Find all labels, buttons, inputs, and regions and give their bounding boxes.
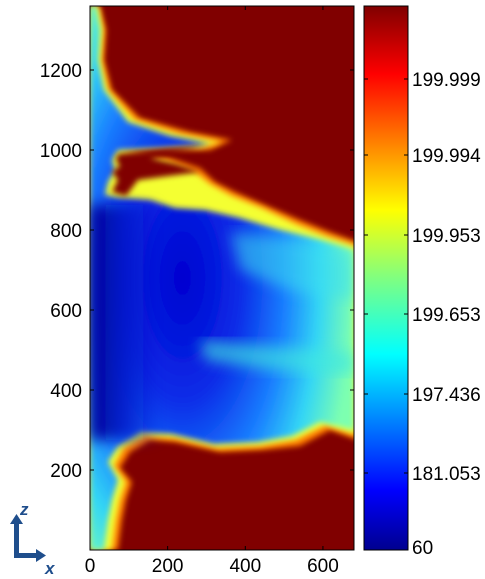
y-tick-label: 1200	[40, 61, 82, 82]
colorbar-tick-label: 197.436	[412, 385, 481, 406]
colorbar-tick-label: 199.953	[412, 226, 481, 247]
colorbar-tick-label: 199.994	[412, 146, 481, 167]
glyph-horizontal-arrow	[14, 553, 40, 558]
axes-orientation-glyph: z x	[10, 500, 56, 578]
glyph-right-arrowhead	[36, 549, 46, 562]
y-axis: 200 400 600 800 1000 1200	[40, 61, 354, 482]
colorbar-tick-label: 199.653	[412, 305, 481, 326]
x-axis: 0 200 400 600	[85, 6, 339, 577]
colorbar-tick-label: 199.999	[412, 70, 481, 91]
x-tick-label: 0	[85, 556, 96, 577]
colorbar-gradient	[363, 5, 409, 551]
x-tick-label: 600	[307, 556, 339, 577]
x-tick-label: 200	[152, 556, 184, 577]
colorbar-axis: 60 181.053 197.436 199.653 199.953 199.994 199…	[364, 70, 481, 559]
y-tick-label: 1000	[40, 141, 82, 162]
field-finger-high	[112, 146, 205, 196]
glyph-up-arrowhead	[10, 514, 23, 524]
heatmap-field	[90, 6, 354, 550]
glyph-vertical-arrow	[14, 520, 19, 558]
field-cyan-upper	[230, 232, 354, 300]
glyph-z-label: z	[19, 500, 29, 519]
y-tick-label: 600	[50, 301, 82, 322]
y-tick-label: 200	[50, 461, 82, 482]
x-tick-label: 400	[229, 556, 261, 577]
y-tick-label: 800	[50, 221, 82, 242]
y-tick-label: 400	[50, 381, 82, 402]
field-cyan-streaks	[200, 340, 354, 375]
colorbar-tick-label: 60	[412, 538, 433, 559]
glyph-x-label: x	[44, 559, 56, 578]
field-core-deep	[90, 205, 160, 440]
colorbar-tick-label: 181.053	[412, 464, 481, 485]
plot-frame	[89, 5, 355, 551]
